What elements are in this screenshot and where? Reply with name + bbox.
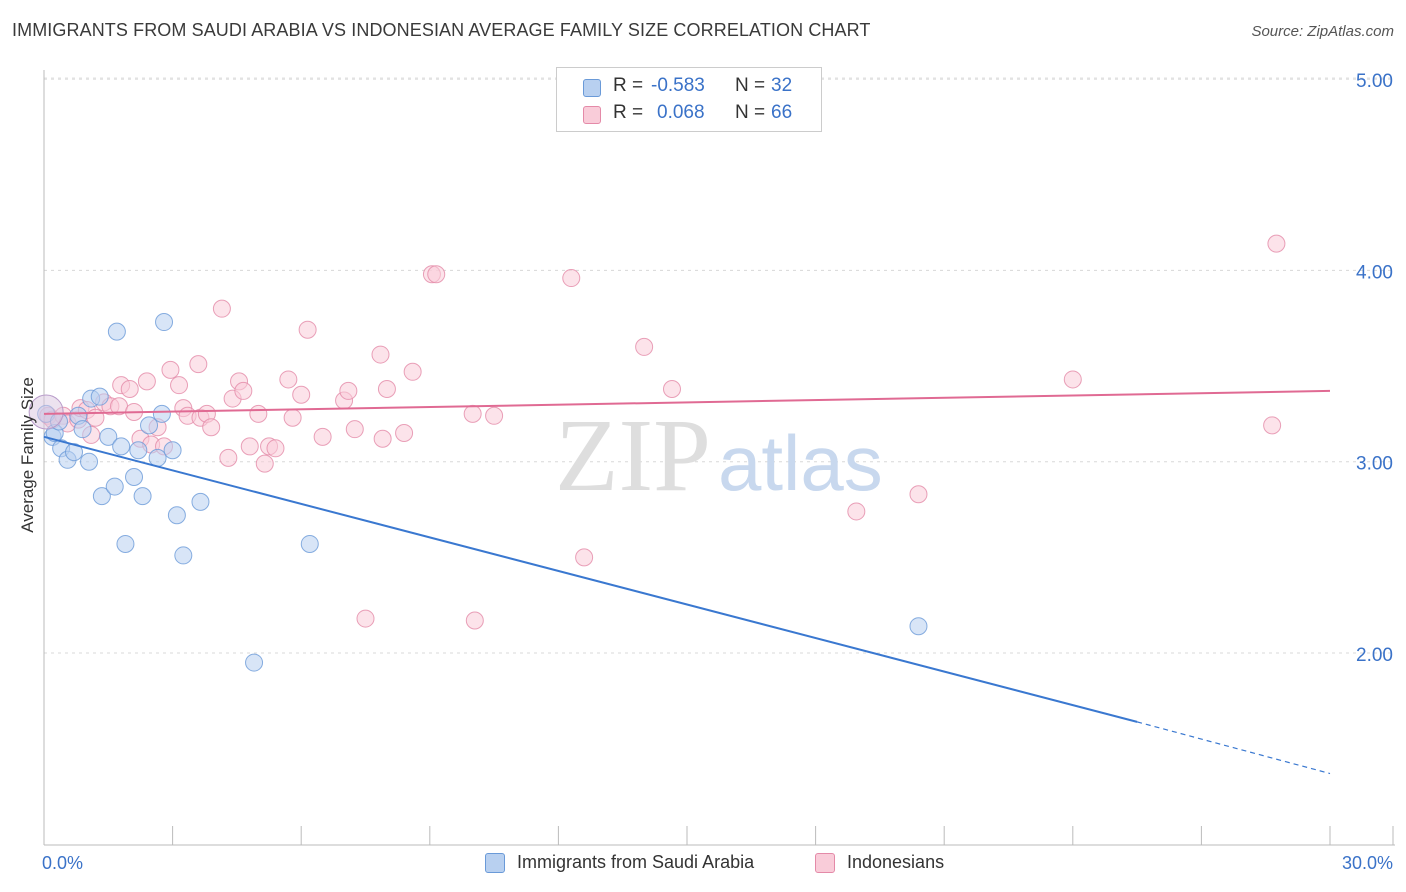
watermark-atlas: atlas bbox=[718, 419, 883, 507]
saudi-arabia-point bbox=[73, 420, 92, 439]
cluster-point bbox=[28, 394, 64, 430]
indonesians-point bbox=[463, 404, 482, 423]
saudi-arabia-point bbox=[105, 477, 124, 496]
y-tick-label: 3.00 bbox=[1356, 454, 1393, 475]
indonesians-point bbox=[279, 370, 298, 389]
x-tick-label: 30.0% bbox=[1342, 853, 1393, 873]
legend-swatch-blue bbox=[485, 853, 505, 873]
r-value: 0.068 bbox=[657, 102, 705, 123]
saudi-arabia-point bbox=[148, 448, 167, 467]
axes bbox=[43, 70, 1395, 846]
indonesians-point bbox=[395, 424, 414, 443]
tick-labels: 2.00 3.00 4.00 5.00 0.0% 30.0% bbox=[42, 71, 1393, 873]
saudi-arabia-point bbox=[300, 534, 319, 553]
y-tick-label: 2.00 bbox=[1356, 645, 1393, 666]
indonesians-point bbox=[373, 429, 392, 448]
trend-lines bbox=[43, 389, 1331, 775]
saudi-arabia-point bbox=[174, 546, 193, 565]
saudi-arabia-point bbox=[80, 452, 99, 471]
watermark: ZIP atlas bbox=[555, 398, 883, 513]
legend-swatch-pink bbox=[815, 853, 835, 873]
indonesians-point bbox=[219, 448, 238, 467]
x-tick-label: 0.0% bbox=[42, 853, 83, 873]
indonesians-point bbox=[212, 299, 231, 318]
indonesians-point bbox=[266, 439, 285, 458]
indonesians-point bbox=[403, 362, 422, 381]
saudi-arabia-point bbox=[167, 506, 186, 525]
indonesians-point bbox=[575, 548, 594, 567]
indonesians-point bbox=[339, 381, 358, 400]
indonesians-point bbox=[562, 269, 581, 288]
indonesians-point bbox=[345, 420, 364, 439]
source-label: Source: ZipAtlas.com bbox=[1251, 23, 1394, 40]
saudi-arabia-point bbox=[163, 441, 182, 460]
indonesians-point bbox=[465, 611, 484, 630]
saudi-arabia-point bbox=[140, 416, 159, 435]
indonesians-point bbox=[120, 380, 139, 399]
indonesians-point bbox=[283, 408, 302, 427]
n-label: N = bbox=[735, 75, 766, 96]
indonesians-point bbox=[249, 404, 268, 423]
indonesians-point bbox=[377, 380, 396, 399]
indonesians-point bbox=[170, 376, 189, 395]
r-value: -0.583 bbox=[651, 75, 705, 96]
indonesians-point bbox=[1263, 416, 1282, 435]
saudi-arabia-point bbox=[125, 468, 144, 487]
y-tick-label: 5.00 bbox=[1356, 71, 1393, 92]
legend-label: Indonesians bbox=[847, 852, 945, 872]
saudi-arabia-point bbox=[155, 313, 174, 332]
legend-label: Immigrants from Saudi Arabia bbox=[517, 852, 755, 872]
saudi-arabia-point bbox=[909, 617, 928, 636]
indonesians-point bbox=[847, 502, 866, 521]
saudi-arabia-trend-line bbox=[43, 435, 1138, 723]
r-label: R = bbox=[613, 102, 644, 123]
y-tick-label: 4.00 bbox=[1356, 262, 1393, 283]
grid-lines bbox=[44, 77, 1395, 654]
chart-title: IMMIGRANTS FROM SAUDI ARABIA VS INDONESI… bbox=[12, 20, 871, 40]
saudi-arabia-point bbox=[107, 322, 126, 341]
saudi-arabia-point bbox=[92, 487, 111, 506]
indonesians-point bbox=[635, 337, 654, 356]
y-axis-label: Average Family Size bbox=[18, 377, 37, 533]
n-value: 66 bbox=[771, 102, 793, 123]
watermark-zip: ZIP bbox=[555, 398, 711, 513]
indonesians-point bbox=[161, 360, 180, 379]
indonesians-point bbox=[292, 385, 311, 404]
saudi-arabia-point bbox=[116, 534, 135, 553]
saudi-arabia-point bbox=[129, 441, 148, 460]
saudi-arabia-point bbox=[245, 653, 264, 672]
indonesians-point bbox=[202, 418, 221, 437]
indonesians-point bbox=[234, 381, 253, 400]
n-value: 32 bbox=[771, 75, 793, 96]
indonesians-point bbox=[485, 406, 504, 425]
indonesians-point bbox=[255, 454, 274, 473]
indonesians-point bbox=[298, 320, 317, 339]
indonesians-point bbox=[427, 265, 446, 284]
r-label: R = bbox=[613, 75, 644, 96]
data-points bbox=[28, 234, 1286, 672]
indonesians-point bbox=[1063, 370, 1082, 389]
indonesians-point bbox=[240, 437, 259, 456]
stats-swatch-blue bbox=[583, 79, 601, 97]
indonesians-point bbox=[371, 345, 390, 364]
saudi-arabia-point bbox=[133, 487, 152, 506]
n-label: N = bbox=[735, 102, 766, 123]
saudi-arabia-point bbox=[191, 492, 210, 511]
indonesians-trend-line bbox=[43, 389, 1331, 415]
stats-swatch-pink bbox=[583, 106, 601, 124]
indonesians-point bbox=[189, 355, 208, 374]
saudi-arabia-point bbox=[112, 437, 131, 456]
saudi-arabia-trend-extension bbox=[1136, 721, 1331, 775]
indonesians-point bbox=[1267, 234, 1286, 253]
indonesians-point bbox=[137, 372, 156, 391]
saudi-arabia-point bbox=[90, 387, 109, 406]
indonesians-point bbox=[313, 427, 332, 446]
indonesians-point bbox=[356, 609, 375, 628]
stats-box: R = -0.583 N = 32 R = 0.068 N = 66 bbox=[556, 67, 822, 132]
saudi-arabia-point bbox=[99, 427, 118, 446]
indonesians-point bbox=[909, 485, 928, 504]
indonesians-point bbox=[662, 380, 681, 399]
saudi-arabia-point bbox=[152, 404, 171, 423]
